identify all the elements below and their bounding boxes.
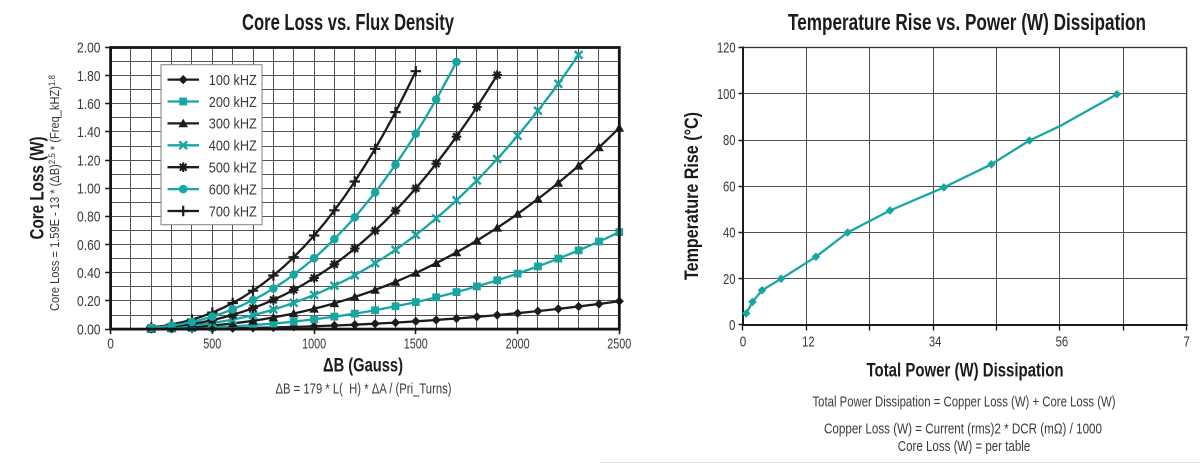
svg-text:80: 80	[723, 132, 736, 149]
svg-text:1.80: 1.80	[77, 68, 101, 85]
svg-text:1.20: 1.20	[77, 152, 101, 169]
svg-text:12: 12	[802, 334, 815, 351]
svg-text:Core Loss vs. Flux Density: Core Loss vs. Flux Density	[242, 9, 454, 35]
svg-text:1.00: 1.00	[77, 181, 101, 198]
svg-text:Copper Loss (W) = Current (rms: Copper Loss (W) = Current (rms)2 * DCR (…	[824, 421, 1102, 438]
svg-text:0.40: 0.40	[77, 265, 101, 282]
svg-text:Core Loss (W): Core Loss (W)	[28, 137, 49, 240]
svg-text:56: 56	[1056, 334, 1069, 351]
svg-text:0.00: 0.00	[77, 321, 101, 338]
svg-text:600 kHZ: 600 kHZ	[209, 181, 257, 198]
svg-text:34: 34	[929, 334, 942, 351]
svg-text:100 kHZ: 100 kHZ	[209, 72, 257, 89]
svg-text:ΔB = 179 * L( H) * ΔA / (Pri_: ΔB = 179 * L( H) * ΔA / (Pri_Turns)	[276, 381, 452, 398]
svg-text:1000: 1000	[302, 336, 326, 353]
svg-text:2500: 2500	[607, 336, 631, 353]
svg-text:0: 0	[107, 336, 114, 353]
svg-text:0.60: 0.60	[77, 237, 101, 254]
svg-text:500: 500	[203, 336, 221, 353]
svg-text:Core Loss = 1.59E - 13 * (ΔB)2: Core Loss = 1.59E - 13 * (ΔB)2.5 * (Freq…	[47, 75, 62, 311]
svg-text:100: 100	[717, 86, 736, 103]
svg-text:60: 60	[723, 178, 736, 195]
svg-text:7: 7	[1183, 334, 1190, 351]
svg-text:Total Power (W) Dissipation: Total Power (W) Dissipation	[867, 360, 1064, 381]
svg-text:300 kHZ: 300 kHZ	[209, 116, 257, 133]
svg-text:Temperature Rise (°C): Temperature Rise (°C)	[682, 112, 703, 280]
svg-text:120: 120	[717, 40, 736, 57]
svg-text:1.60: 1.60	[77, 96, 101, 113]
svg-text:0: 0	[729, 317, 736, 334]
svg-text:20: 20	[723, 271, 736, 288]
svg-text:0.80: 0.80	[77, 209, 101, 226]
svg-text:400 kHZ: 400 kHZ	[209, 138, 257, 155]
svg-text:700 kHZ: 700 kHZ	[209, 203, 257, 220]
svg-text:ΔB (Gauss): ΔB (Gauss)	[323, 356, 403, 377]
svg-text:0: 0	[740, 334, 747, 351]
svg-text:Core Loss (W) = per table: Core Loss (W) = per table	[898, 438, 1031, 455]
svg-text:500 kHZ: 500 kHZ	[209, 160, 257, 177]
svg-text:0.20: 0.20	[77, 293, 101, 310]
svg-text:Temperature Rise vs. Power (W): Temperature Rise vs. Power (W) Dissipati…	[788, 9, 1146, 35]
svg-text:2000: 2000	[506, 336, 530, 353]
svg-text:Total Power Dissipation = Copp: Total Power Dissipation = Copper Loss (W…	[813, 394, 1116, 411]
svg-text:1.40: 1.40	[77, 124, 101, 141]
svg-text:200 kHZ: 200 kHZ	[209, 94, 257, 111]
svg-text:1500: 1500	[404, 336, 428, 353]
svg-text:40: 40	[723, 225, 736, 242]
svg-text:2.00: 2.00	[77, 40, 101, 57]
